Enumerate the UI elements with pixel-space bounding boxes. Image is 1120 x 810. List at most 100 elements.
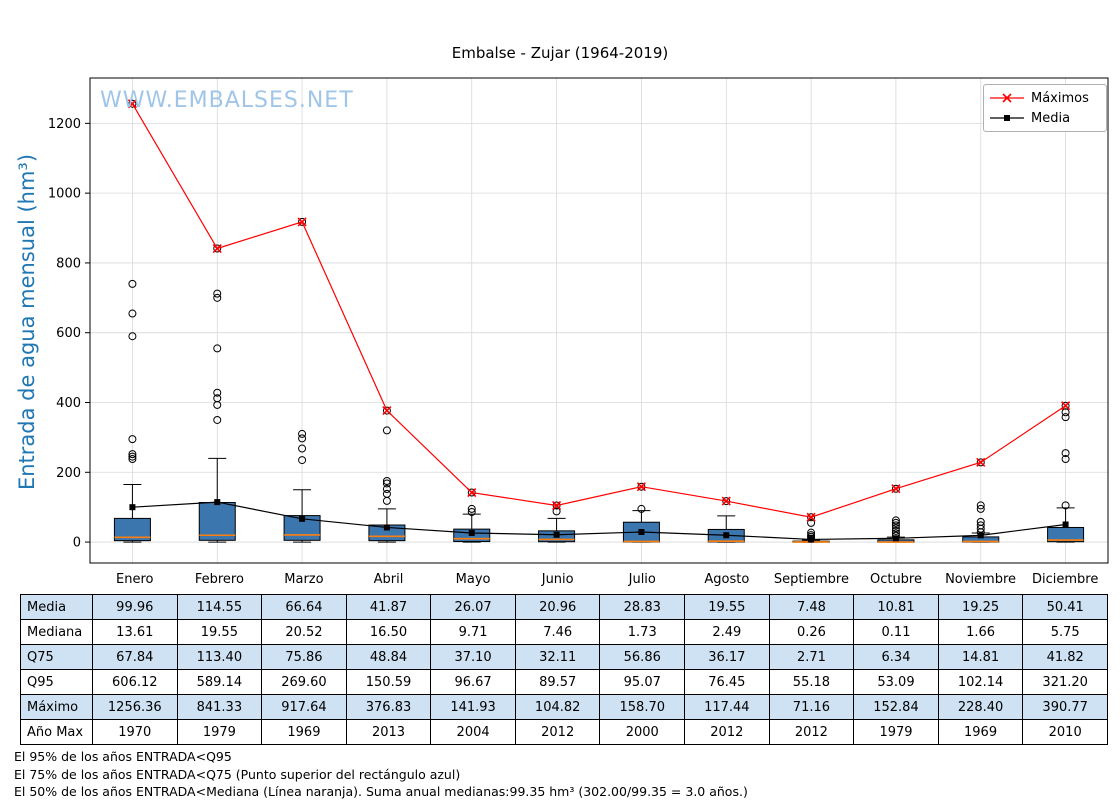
series-Media — [129, 499, 1069, 543]
table-cell: 14.81 — [937, 644, 1024, 670]
table-cell: 2010 — [1022, 719, 1108, 745]
media-line-marker-icon — [990, 115, 1024, 121]
outlier-point — [976, 501, 985, 510]
table-cell: 32.11 — [514, 644, 601, 670]
table-cell: 917.64 — [261, 694, 347, 720]
outlier-point — [382, 479, 391, 488]
table-cell: 26.07 — [430, 594, 516, 620]
legend: Máximos Media — [983, 84, 1107, 132]
outlier-point — [298, 217, 307, 226]
boxplot-Enero — [113, 99, 151, 543]
outlier-point — [1061, 401, 1070, 410]
outlier-point — [298, 429, 307, 438]
table-cell: 7.48 — [768, 594, 855, 620]
month-label: Abril — [346, 568, 431, 595]
table-cell: 2012 — [684, 719, 770, 745]
table-cell: 2013 — [345, 719, 432, 745]
legend-label-maximos: Máximos — [1031, 90, 1089, 106]
outlier-point — [891, 524, 900, 533]
table-cell: 1969 — [937, 719, 1024, 745]
outlier-point — [213, 394, 222, 403]
chart-title: Embalse - Zujar (1964-2019) — [451, 44, 669, 62]
table-cell: 0.26 — [768, 619, 855, 645]
table-cell: 55.18 — [768, 669, 855, 695]
table-row: Año Max 1970 1979 1969 2013 2004 2012 2000 2012 2… — [20, 719, 1108, 745]
footnote-mediana: El 50% de los años ENTRADA<Mediana (Líne… — [14, 784, 748, 799]
table-cell: 20.52 — [261, 619, 347, 645]
table-cell: 56.86 — [599, 644, 686, 670]
maximos-line-marker-icon — [990, 93, 1024, 103]
outlier-point — [976, 504, 985, 513]
table-row: Mediana 13.61 19.55 20.52 16.50 9.71 7.46 1.73 2… — [20, 619, 1108, 645]
outlier-point — [128, 332, 137, 341]
boxplot-Febrero — [198, 244, 236, 543]
table-cell: 376.83 — [345, 694, 432, 720]
outlier-point — [382, 477, 391, 486]
y-tick-label: 0 — [73, 536, 81, 551]
table-cell: 41.87 — [345, 594, 432, 620]
table-cell: 19.55 — [176, 619, 263, 645]
outlier-point — [807, 518, 816, 527]
outlier-point — [128, 279, 137, 288]
outlier-point — [213, 293, 222, 302]
table-cell: 19.25 — [937, 594, 1024, 620]
table-cell: 104.82 — [514, 694, 601, 720]
row-label: Q75 — [20, 644, 93, 670]
table-cell: 99.96 — [92, 594, 178, 620]
legend-label-media: Media — [1031, 110, 1071, 126]
table-cell: 2012 — [514, 719, 601, 745]
month-label: Mayo — [430, 568, 516, 595]
y-tick-label: 800 — [56, 256, 81, 271]
outlier-point — [382, 489, 391, 498]
table-cell: 37.10 — [430, 644, 516, 670]
row-label: Q95 — [20, 669, 93, 695]
y-tick-label: 1200 — [48, 117, 81, 132]
table-cell: 16.50 — [345, 619, 432, 645]
footnote-q95: El 95% de los años ENTRADA<Q95 — [14, 749, 232, 764]
outlier-point — [807, 513, 816, 522]
table-cell: 114.55 — [176, 594, 263, 620]
outlier-point — [128, 309, 137, 318]
table-cell: 66.64 — [261, 594, 347, 620]
legend-item-maximos: Máximos — [990, 89, 1100, 107]
table-cell: 1969 — [261, 719, 347, 745]
table-cell: 41.82 — [1022, 644, 1108, 670]
table-cell: 1979 — [176, 719, 263, 745]
months-row: Enero Febrero Marzo Abril Mayo Junio Julio Agos… — [20, 568, 1108, 595]
outlier-point — [128, 99, 137, 108]
month-label: Junio — [515, 568, 600, 595]
table-row: Q75 67.84 113.40 75.86 48.84 37.10 32.11 56.86 3… — [20, 644, 1108, 670]
gridlines — [90, 78, 1108, 563]
y-tick-label: 200 — [56, 466, 81, 481]
outlier-point — [891, 484, 900, 493]
table-cell: 117.44 — [684, 694, 770, 720]
outlier-point — [807, 528, 816, 537]
table-cell: 1.73 — [599, 619, 686, 645]
table-cell: 71.16 — [768, 694, 855, 720]
table-cell: 228.40 — [937, 694, 1024, 720]
table-cell: 96.67 — [430, 669, 516, 695]
table-cell: 20.96 — [514, 594, 601, 620]
outlier-point — [1061, 501, 1070, 510]
y-tick-label: 1000 — [48, 187, 81, 202]
outlier-point — [637, 504, 646, 513]
table-cell: 321.20 — [1022, 669, 1108, 695]
table-cell: 1979 — [853, 719, 939, 745]
month-label: Julio — [599, 568, 685, 595]
outlier-point — [891, 521, 900, 530]
month-label: Agosto — [684, 568, 770, 595]
outlier-point — [298, 434, 307, 443]
table-cell: 1970 — [92, 719, 178, 745]
table-cell: 269.60 — [261, 669, 347, 695]
y-tick-label: 400 — [56, 396, 81, 411]
table-cell: 2.49 — [684, 619, 770, 645]
table-cell: 113.40 — [176, 644, 263, 670]
month-label: Febrero — [177, 568, 262, 595]
table-cell: 2004 — [430, 719, 516, 745]
watermark: WWW.EMBALSES.NET — [100, 88, 354, 113]
table-cell: 75.86 — [261, 644, 347, 670]
table-cell: 158.70 — [599, 694, 686, 720]
plot-frame — [89, 77, 1109, 564]
corner-cell — [20, 568, 93, 595]
outlier-point — [213, 415, 222, 424]
